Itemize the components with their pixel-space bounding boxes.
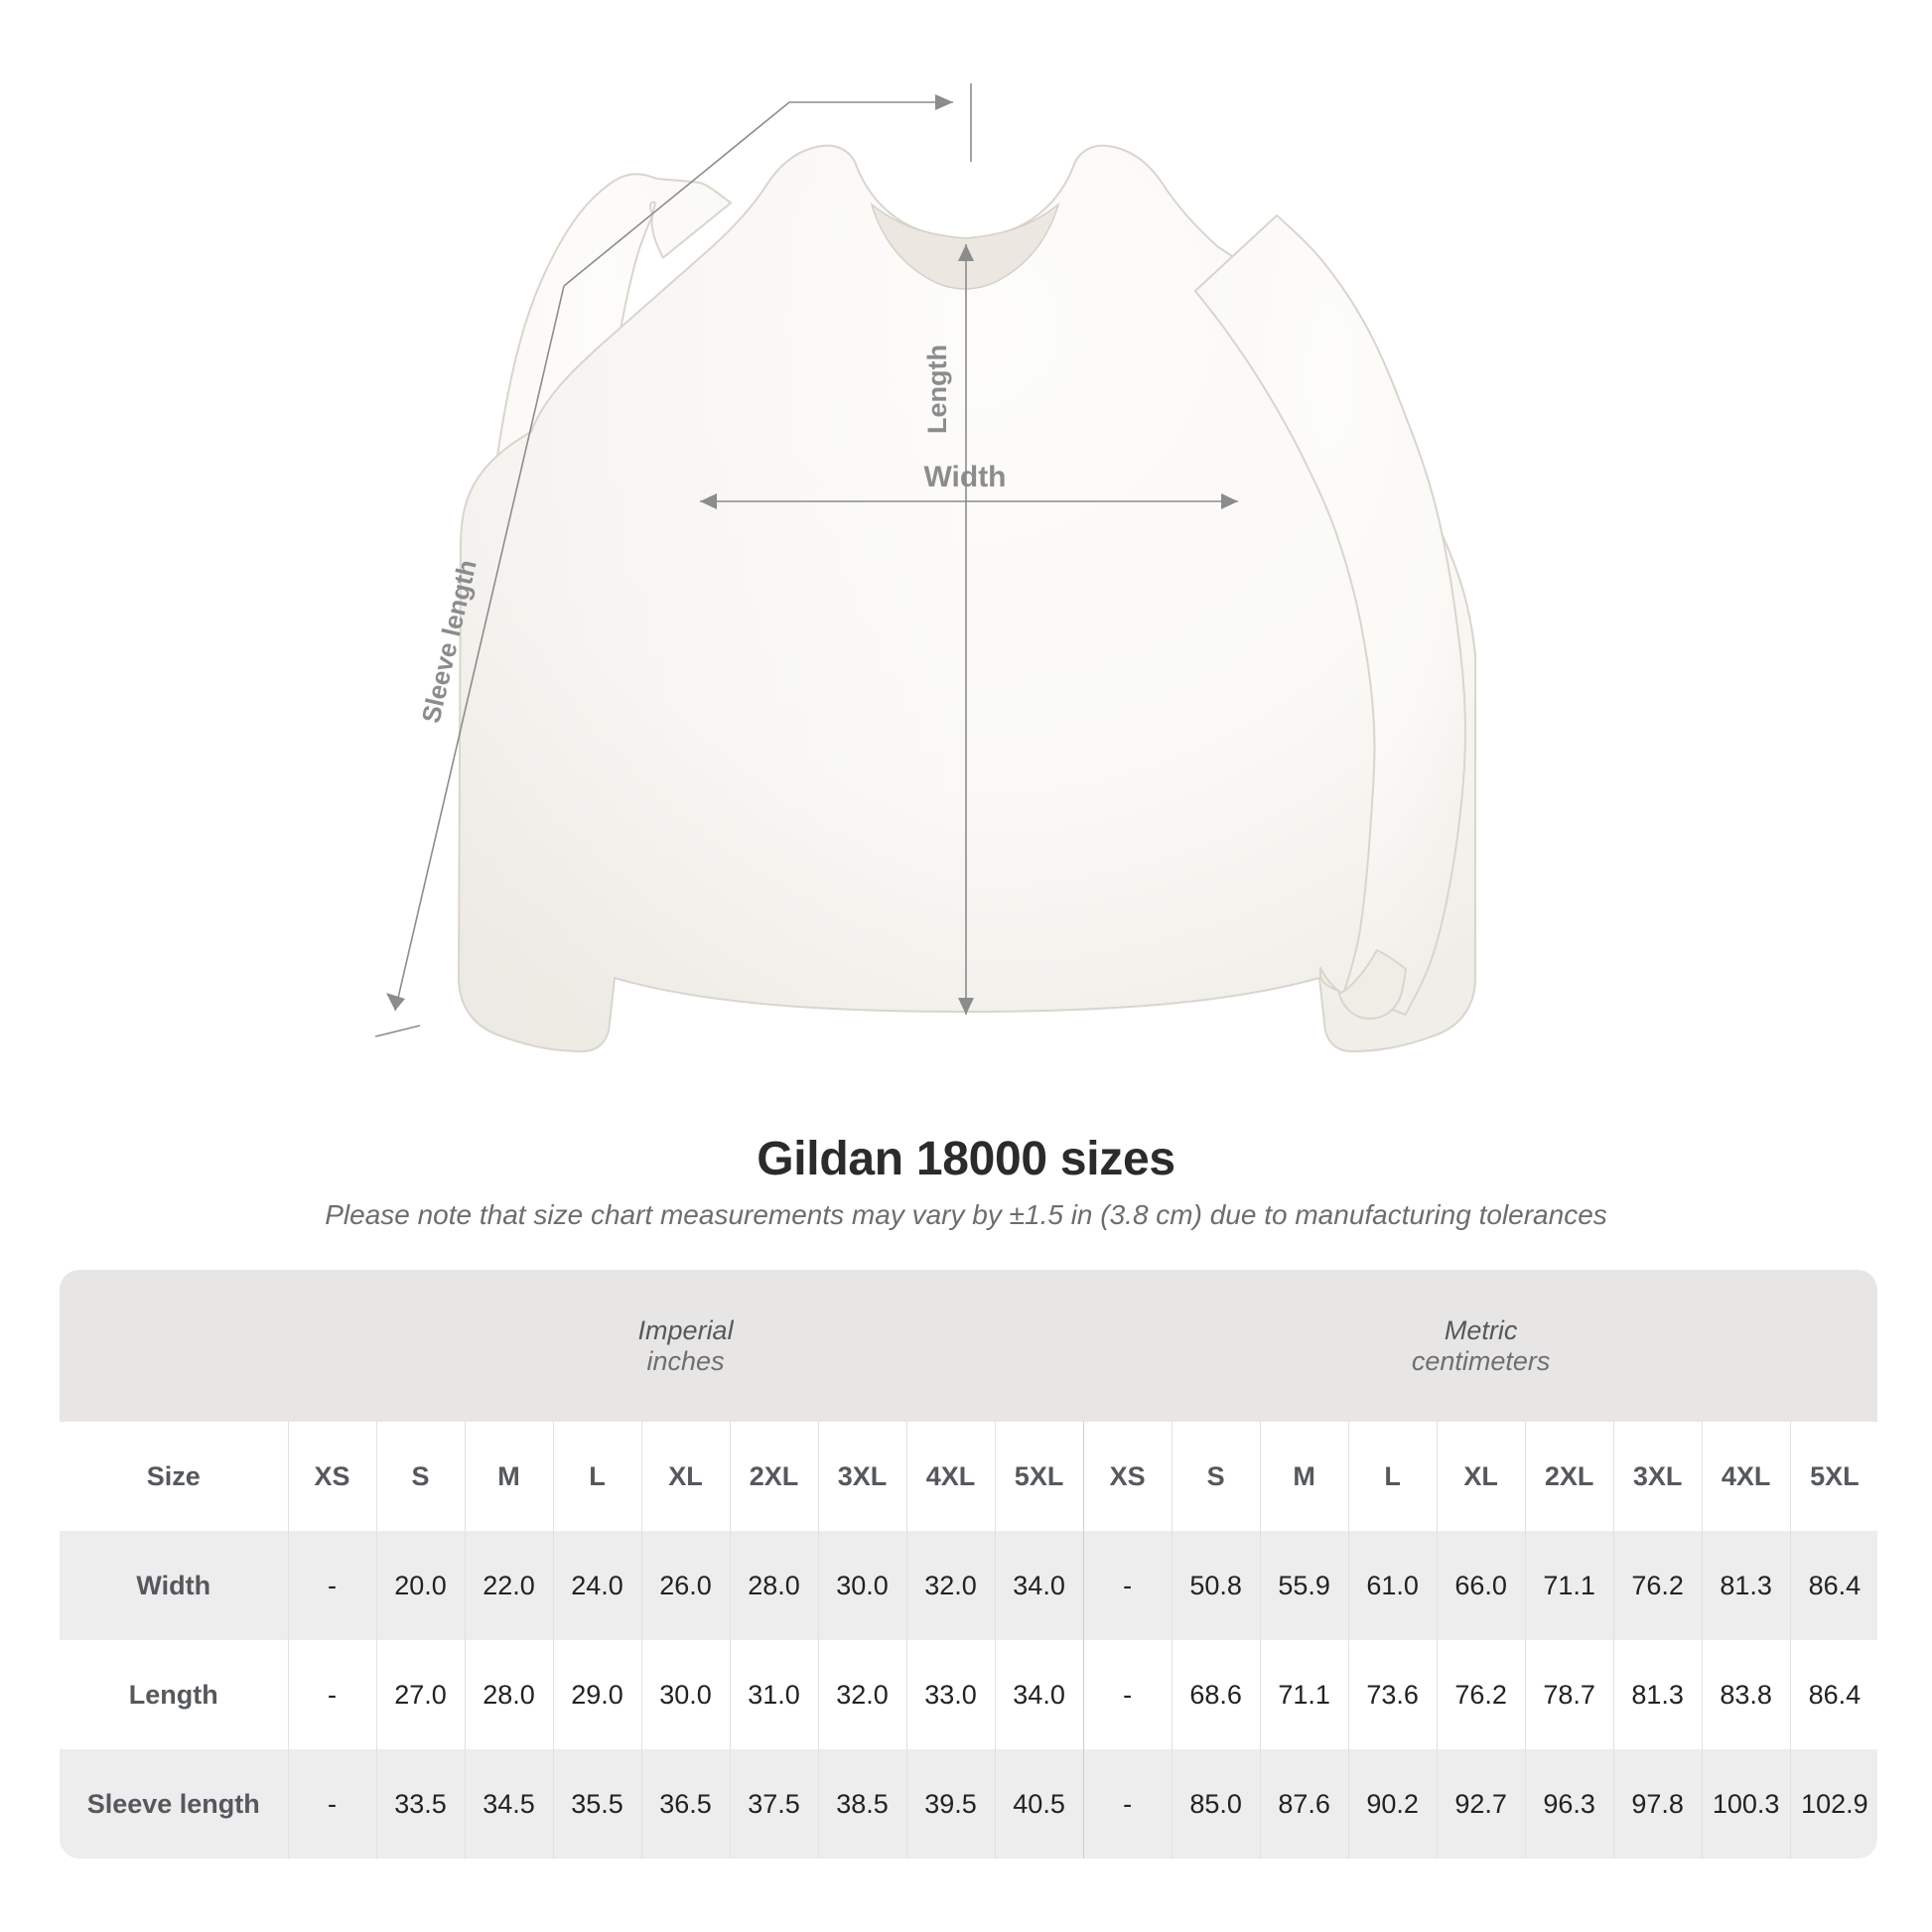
svg-text:Length: Length <box>922 345 952 434</box>
svg-text:Width: Width <box>923 461 1006 493</box>
